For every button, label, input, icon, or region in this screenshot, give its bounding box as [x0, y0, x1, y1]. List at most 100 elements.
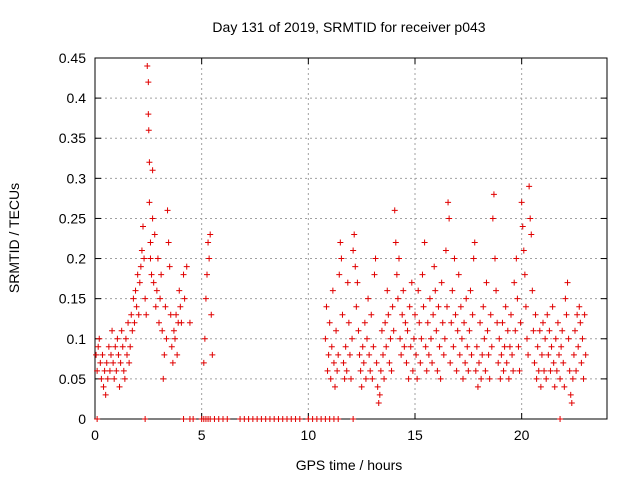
data-point	[530, 327, 537, 334]
data-point	[176, 287, 183, 294]
data-point	[145, 111, 152, 118]
data-point	[486, 375, 493, 382]
data-point	[124, 351, 130, 358]
data-point	[372, 255, 379, 262]
data-point	[557, 416, 564, 422]
data-point	[332, 383, 338, 390]
data-point	[504, 327, 511, 334]
data-point	[535, 367, 542, 374]
data-point	[166, 263, 173, 270]
data-point	[381, 375, 388, 382]
data-point	[410, 335, 417, 342]
data-point	[154, 255, 161, 262]
data-point	[452, 311, 459, 318]
data-point	[554, 319, 561, 326]
data-point	[454, 327, 461, 334]
y-axis-label: SRMTID / TECUs	[6, 183, 22, 293]
data-point	[442, 247, 449, 254]
data-point	[322, 335, 329, 342]
data-point	[102, 391, 109, 398]
data-point	[121, 375, 128, 382]
data-point	[528, 231, 535, 238]
data-point	[481, 335, 488, 342]
data-point	[170, 327, 177, 334]
data-point	[109, 327, 116, 334]
data-point	[120, 367, 127, 374]
data-point	[468, 351, 475, 358]
data-point	[426, 295, 433, 302]
data-point	[438, 279, 445, 286]
data-point	[106, 367, 113, 374]
data-point	[146, 199, 153, 206]
data-point	[328, 343, 335, 350]
data-point	[445, 199, 452, 206]
data-point	[157, 295, 164, 302]
data-point	[412, 311, 418, 318]
data-point	[356, 351, 363, 358]
data-point	[487, 311, 494, 318]
data-point	[572, 327, 578, 334]
data-point	[547, 367, 554, 374]
data-point	[521, 271, 528, 278]
data-point	[485, 351, 492, 358]
data-point	[574, 311, 581, 318]
data-point	[116, 383, 123, 390]
data-point	[369, 375, 376, 382]
data-point	[366, 351, 373, 358]
data-point	[97, 359, 104, 366]
data-point	[578, 359, 585, 366]
y-tick-label: 0.45	[59, 50, 86, 66]
data-point	[101, 367, 108, 374]
data-point	[433, 327, 440, 334]
data-point	[346, 351, 353, 358]
data-point	[100, 383, 107, 390]
data-point	[428, 335, 434, 342]
data-point	[151, 231, 158, 238]
axis-ticks	[94, 57, 607, 420]
data-point	[522, 303, 529, 310]
data-point	[208, 311, 215, 318]
data-point	[451, 255, 458, 262]
data-point	[165, 239, 172, 246]
data-point	[160, 375, 167, 382]
data-point	[478, 375, 485, 382]
data-point	[146, 159, 153, 166]
data-point	[108, 351, 114, 358]
data-point	[158, 271, 165, 278]
x-tick-labels: 0 5 10 15 20	[91, 427, 530, 443]
data-point	[391, 207, 398, 214]
data-point	[567, 391, 574, 398]
data-points	[93, 63, 589, 422]
data-point	[508, 311, 514, 318]
data-point	[370, 343, 377, 350]
data-point	[561, 383, 568, 390]
data-point	[421, 239, 428, 246]
data-point	[150, 279, 157, 286]
data-point	[105, 343, 112, 350]
data-point	[125, 319, 132, 326]
data-point	[556, 351, 562, 358]
data-point	[520, 247, 527, 254]
data-point	[126, 359, 133, 366]
data-point	[140, 223, 146, 230]
data-point	[387, 335, 394, 342]
data-point	[335, 416, 342, 422]
data-point	[398, 351, 405, 358]
data-point	[133, 303, 140, 310]
data-point	[183, 263, 190, 270]
data-point	[186, 319, 193, 326]
data-point	[415, 287, 422, 294]
data-point	[563, 311, 570, 318]
data-point	[568, 399, 575, 406]
data-point	[553, 367, 560, 374]
data-point	[338, 255, 345, 262]
data-point	[552, 335, 559, 342]
data-point	[386, 359, 393, 366]
data-point	[115, 351, 122, 358]
data-point	[407, 343, 414, 350]
data-point	[498, 351, 505, 358]
data-point	[483, 279, 490, 286]
data-point	[464, 343, 471, 350]
data-point	[113, 367, 120, 374]
data-point	[476, 359, 482, 366]
